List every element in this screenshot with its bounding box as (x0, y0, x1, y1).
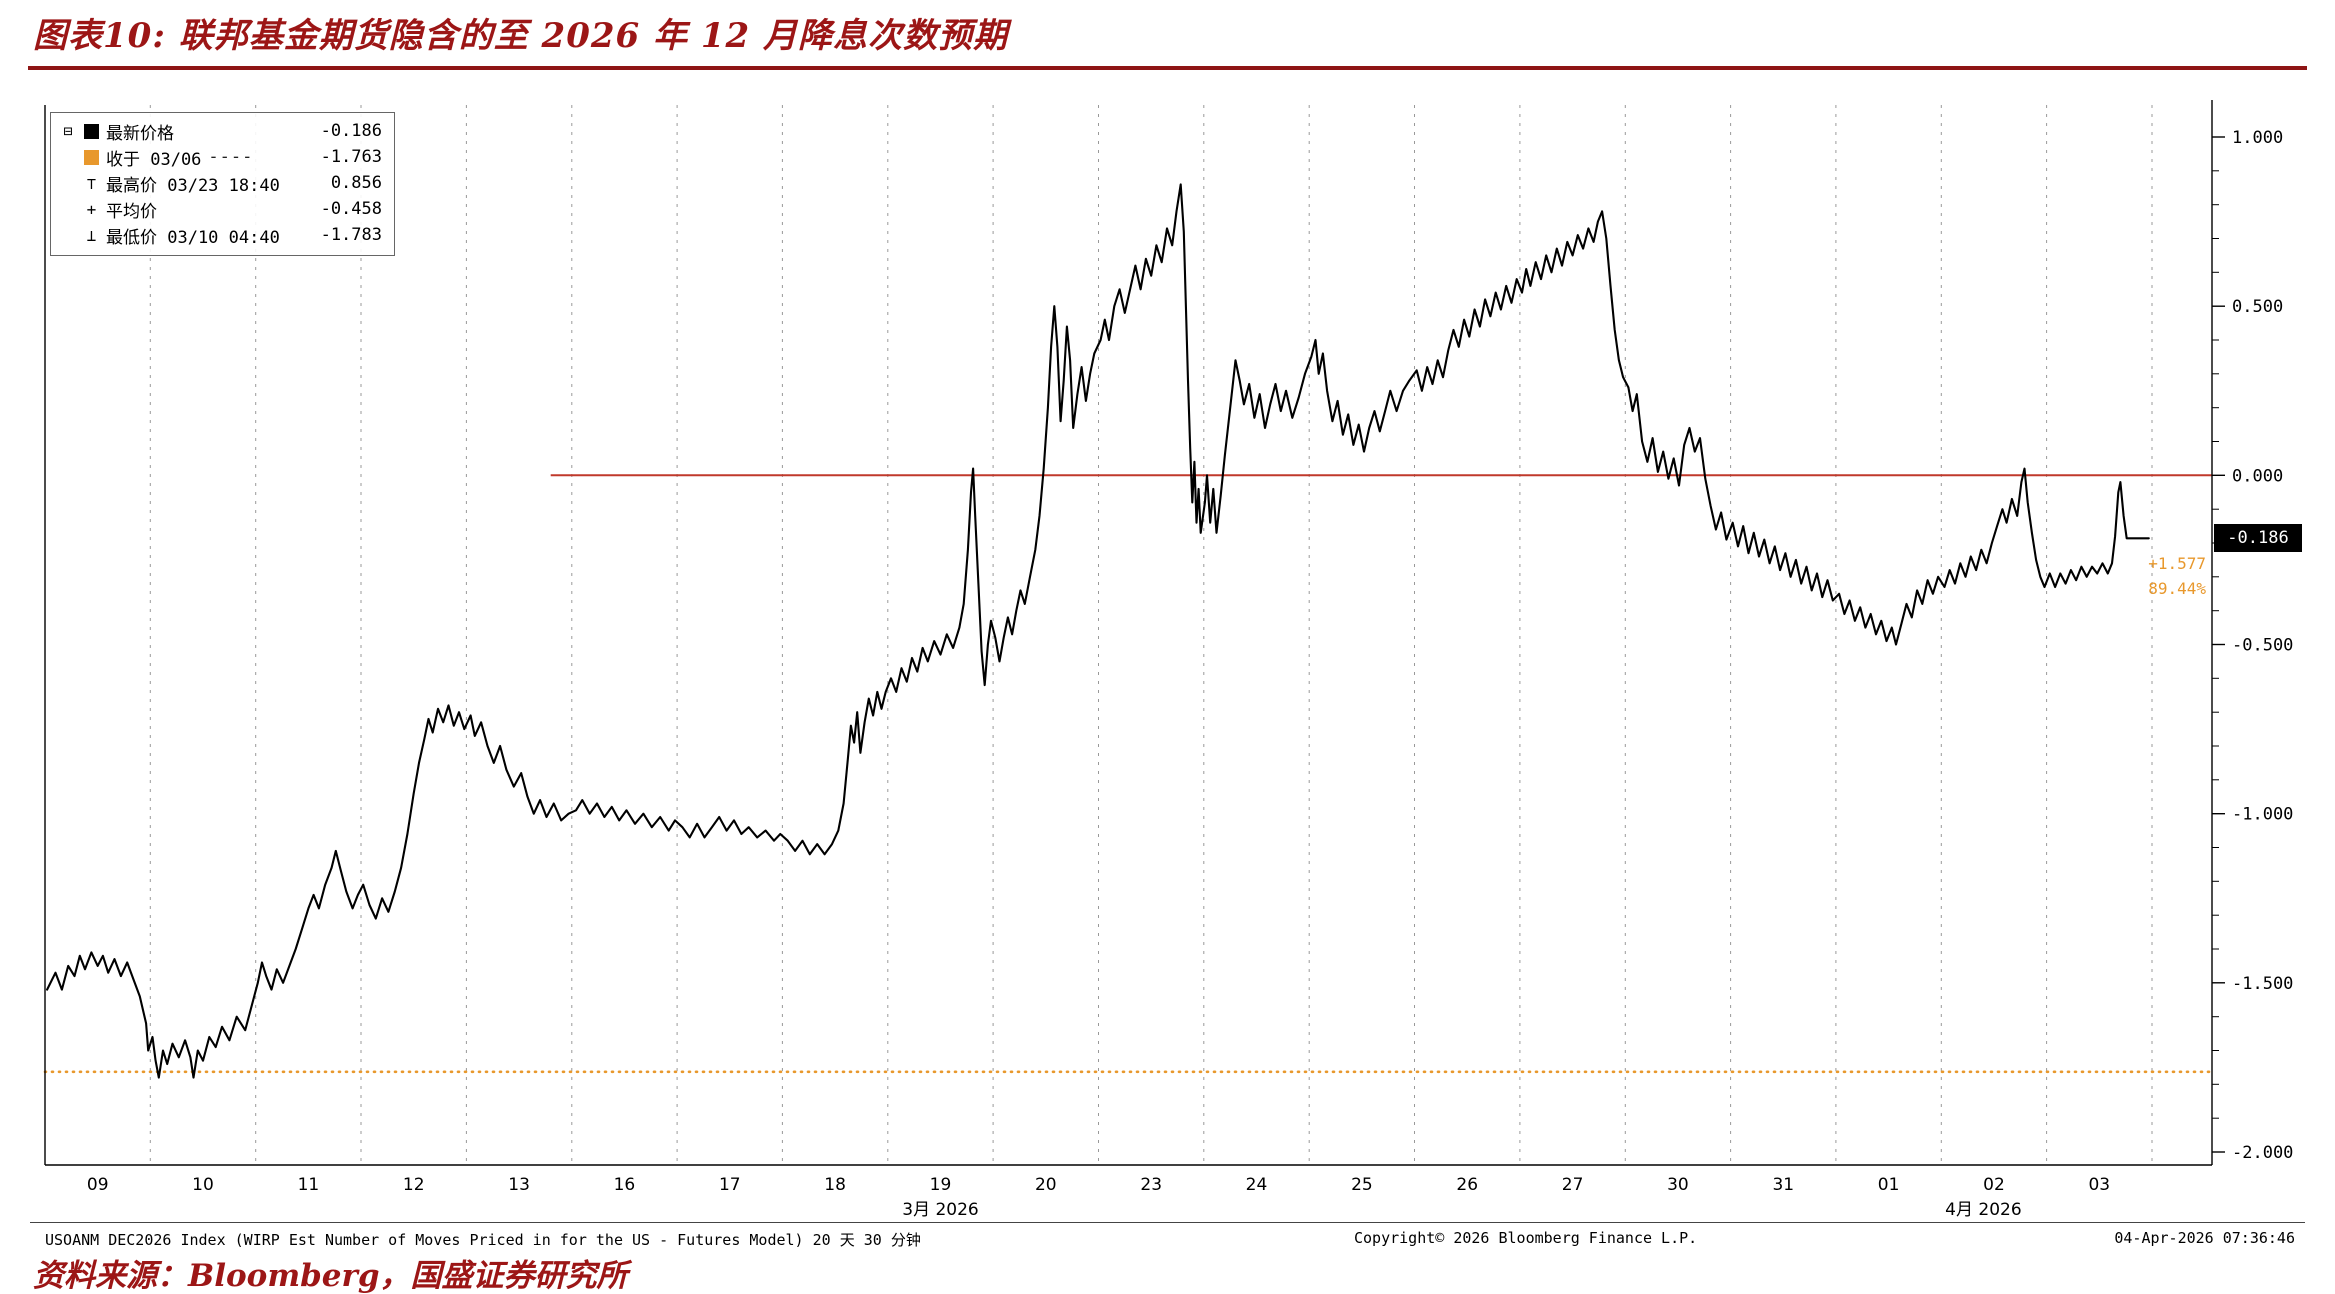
security-description: USOANM DEC2026 Index (WIRP Est Number of… (45, 1231, 921, 1249)
y-tick-label: -1.000 (2232, 805, 2293, 825)
x-axis: 09 10 11 12 13 16 17 18 19 20 23 24 25 26 27 30 31 01 02 03… (87, 1175, 2110, 1220)
legend-label: 最高价 03/23 18:40 (106, 175, 280, 196)
legend-label: 平均价 (106, 201, 157, 222)
net-change-percent: 89.44% (2148, 579, 2206, 598)
x-day-label: 27 (1562, 1175, 1584, 1195)
legend-row: 收于 03/06 ---- -1.763 (59, 144, 382, 170)
x-month-label: 4月 2026 (1945, 1200, 2021, 1220)
average-marker-icon: + (86, 199, 97, 219)
x-day-label: 10 (192, 1175, 214, 1195)
y-tick-label: -1.500 (2232, 974, 2293, 994)
y-tick-label: -0.500 (2232, 636, 2293, 656)
chart-legend: ⊟ 最新价格 -0.186 收于 03/06 ---- -1.763 ⊤ 最高价 03/23 … (50, 112, 395, 256)
chart-frame (44, 100, 2213, 1166)
legend-row: + 平均价 -0.458 (59, 196, 382, 222)
legend-row: ⊤ 最高价 03/23 18:40 0.856 (59, 170, 382, 196)
legend-value: -0.186 (320, 121, 382, 141)
title-divider (28, 66, 2307, 70)
dashed-line-sample: ---- (208, 147, 254, 167)
copyright-notice: Copyright© 2026 Bloomberg Finance L.P. (1354, 1229, 1698, 1247)
x-day-label: 30 (1667, 1175, 1689, 1195)
price-line-series (46, 183, 2150, 1079)
x-day-label: 26 (1456, 1175, 1478, 1195)
net-change-value: +1.577 (2148, 554, 2206, 573)
x-day-label: 16 (614, 1175, 636, 1195)
x-day-label: 09 (87, 1175, 109, 1195)
x-day-label: 01 (1878, 1175, 1900, 1195)
x-day-label: 24 (1246, 1175, 1268, 1195)
last-price-label: -0.186 (2214, 524, 2302, 552)
y-axis: 1.000 0.500 0.000 -0.500 -1.000 -1.500 -2.000 (2212, 128, 2293, 1163)
x-day-label: 23 (1140, 1175, 1162, 1195)
x-day-label: 18 (824, 1175, 846, 1195)
x-day-label: 25 (1351, 1175, 1373, 1195)
low-marker-icon: ⊥ (86, 225, 97, 245)
legend-label: 最低价 03/10 04:40 (106, 227, 280, 248)
legend-label: 最新价格 (106, 123, 174, 144)
legend-label: 收于 03/06 (106, 149, 202, 170)
x-day-label: 03 (2088, 1175, 2110, 1195)
net-change-block: +1.577 89.44% (2040, 551, 2206, 601)
x-day-label: 31 (1772, 1175, 1794, 1195)
legend-value: -1.763 (320, 147, 382, 167)
legend-value: 0.856 (330, 173, 382, 193)
x-day-label: 11 (298, 1175, 320, 1195)
figure-title: 图表10: 联邦基金期货隐含的至 2026 年 12 月降息次数预期 (33, 16, 1008, 56)
x-day-label: 19 (930, 1175, 952, 1195)
x-day-label: 20 (1035, 1175, 1057, 1195)
black-square-marker (84, 123, 99, 139)
y-tick-label: 1.000 (2232, 128, 2283, 148)
footer-divider (30, 1222, 2305, 1223)
x-day-label: 17 (719, 1175, 741, 1195)
x-day-label: 13 (508, 1175, 530, 1195)
y-tick-label: -2.000 (2232, 1143, 2293, 1163)
chart-timestamp: 04-Apr-2026 07:36:46 (2114, 1229, 2295, 1247)
orange-square-marker (84, 149, 99, 165)
bloomberg-footer: USOANM DEC2026 Index (WIRP Est Number of… (0, 1222, 2335, 1252)
source-note: 资料来源：Bloomberg，国盛证券研究所 (33, 1258, 628, 1294)
x-month-label: 3月 2026 (902, 1200, 978, 1220)
legend-row: ⊥ 最低价 03/10 04:40 -1.783 (59, 222, 382, 248)
legend-value: -1.783 (320, 225, 382, 245)
legend-value: -0.458 (320, 199, 382, 219)
y-tick-label: 0.500 (2232, 297, 2283, 317)
collapse-box-icon: ⊟ (63, 122, 73, 140)
vertical-gridlines (149, 105, 2153, 1165)
x-day-label: 02 (1983, 1175, 2005, 1195)
high-marker-icon: ⊤ (86, 173, 97, 193)
legend-row: ⊟ 最新价格 -0.186 (59, 118, 382, 144)
y-tick-label: 0.000 (2232, 466, 2283, 486)
x-day-label: 12 (403, 1175, 425, 1195)
